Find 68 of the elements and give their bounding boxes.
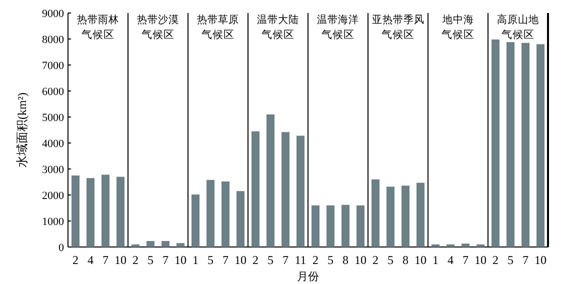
bar: [266, 114, 274, 247]
text: 气候区: [142, 29, 174, 41]
y-tick-label: 9000: [42, 8, 64, 20]
bar: [296, 136, 304, 247]
bar: [252, 131, 260, 247]
x-tick-label: 7: [522, 253, 528, 267]
x-tick-label: 8: [402, 253, 408, 267]
x-tick-label: 4: [448, 253, 454, 267]
text: 气候区: [382, 29, 414, 41]
y-tick-label: 2000: [42, 190, 64, 202]
y-tick-label: 5000: [42, 112, 64, 124]
x-tick-label: 5: [388, 253, 394, 267]
x-tick-label: 5: [148, 253, 154, 267]
y-tick-label: 6000: [42, 86, 64, 98]
x-tick-label: 7: [462, 253, 468, 267]
x-tick-label: 7: [102, 253, 108, 267]
text: 气候区: [322, 29, 354, 41]
x-tick-label: 5: [508, 253, 514, 267]
text: 气候区: [202, 29, 234, 41]
chart-title: 温带海洋: [317, 13, 361, 26]
y-tick-label: 8000: [42, 34, 64, 46]
x-tick-label: 10: [174, 253, 186, 267]
text: 气候区: [82, 29, 114, 41]
text: 气候区: [502, 29, 534, 41]
y-tick-label: 1000: [42, 216, 64, 228]
x-tick-label: 1: [192, 253, 198, 267]
x-tick-label: 2: [132, 253, 138, 267]
chart-title: 亚热带季风: [372, 13, 427, 26]
chart-title: 温带大陆: [257, 13, 301, 26]
bar: [282, 132, 290, 247]
x-tick-label: 2: [72, 253, 78, 267]
x-axis-title: 月份: [297, 271, 319, 283]
x-tick-label: 2: [372, 253, 378, 267]
x-tick-label: 2: [492, 253, 498, 267]
x-tick-label: 10: [354, 253, 366, 267]
x-tick-label: 2: [252, 253, 258, 267]
x-tick-label: 2: [312, 253, 318, 267]
y-tick-label: 4000: [42, 138, 64, 150]
chart-title: 热带草原: [197, 13, 241, 26]
x-tick-label: 10: [474, 253, 486, 267]
x-tick-label: 5: [268, 253, 274, 267]
chart-title: 地中海: [441, 13, 476, 26]
chart-title: 高原山地: [497, 13, 541, 26]
x-tick-label: 7: [282, 253, 288, 267]
x-tick-label: 10: [114, 253, 126, 267]
x-tick-label: 10: [534, 253, 546, 267]
x-tick-label: 5: [208, 253, 214, 267]
y-tick-label: 3000: [42, 164, 64, 176]
x-tick-label: 10: [414, 253, 426, 267]
x-tick-label: 11: [294, 253, 306, 267]
y-tick-label: 7000: [42, 60, 64, 72]
y-axis-title: 水域面积(km²): [15, 92, 29, 168]
x-tick-label: 10: [234, 253, 246, 267]
x-tick-label: 4: [88, 253, 94, 267]
bar: [206, 180, 214, 247]
x-tick-label: 5: [328, 253, 334, 267]
x-tick-label: 7: [162, 253, 168, 267]
x-tick-label: 7: [222, 253, 228, 267]
bar: [236, 191, 244, 247]
bar: [222, 181, 230, 247]
x-tick-label: 8: [342, 253, 348, 267]
x-tick-label: 1: [432, 253, 438, 267]
chart-title: 热带沙漠: [137, 13, 181, 26]
chart-title: 热带雨林: [77, 13, 121, 26]
bar: [192, 194, 200, 247]
y-tick-label: 0: [58, 242, 64, 254]
text: 气候区: [262, 29, 294, 41]
text: 气候区: [442, 29, 474, 41]
